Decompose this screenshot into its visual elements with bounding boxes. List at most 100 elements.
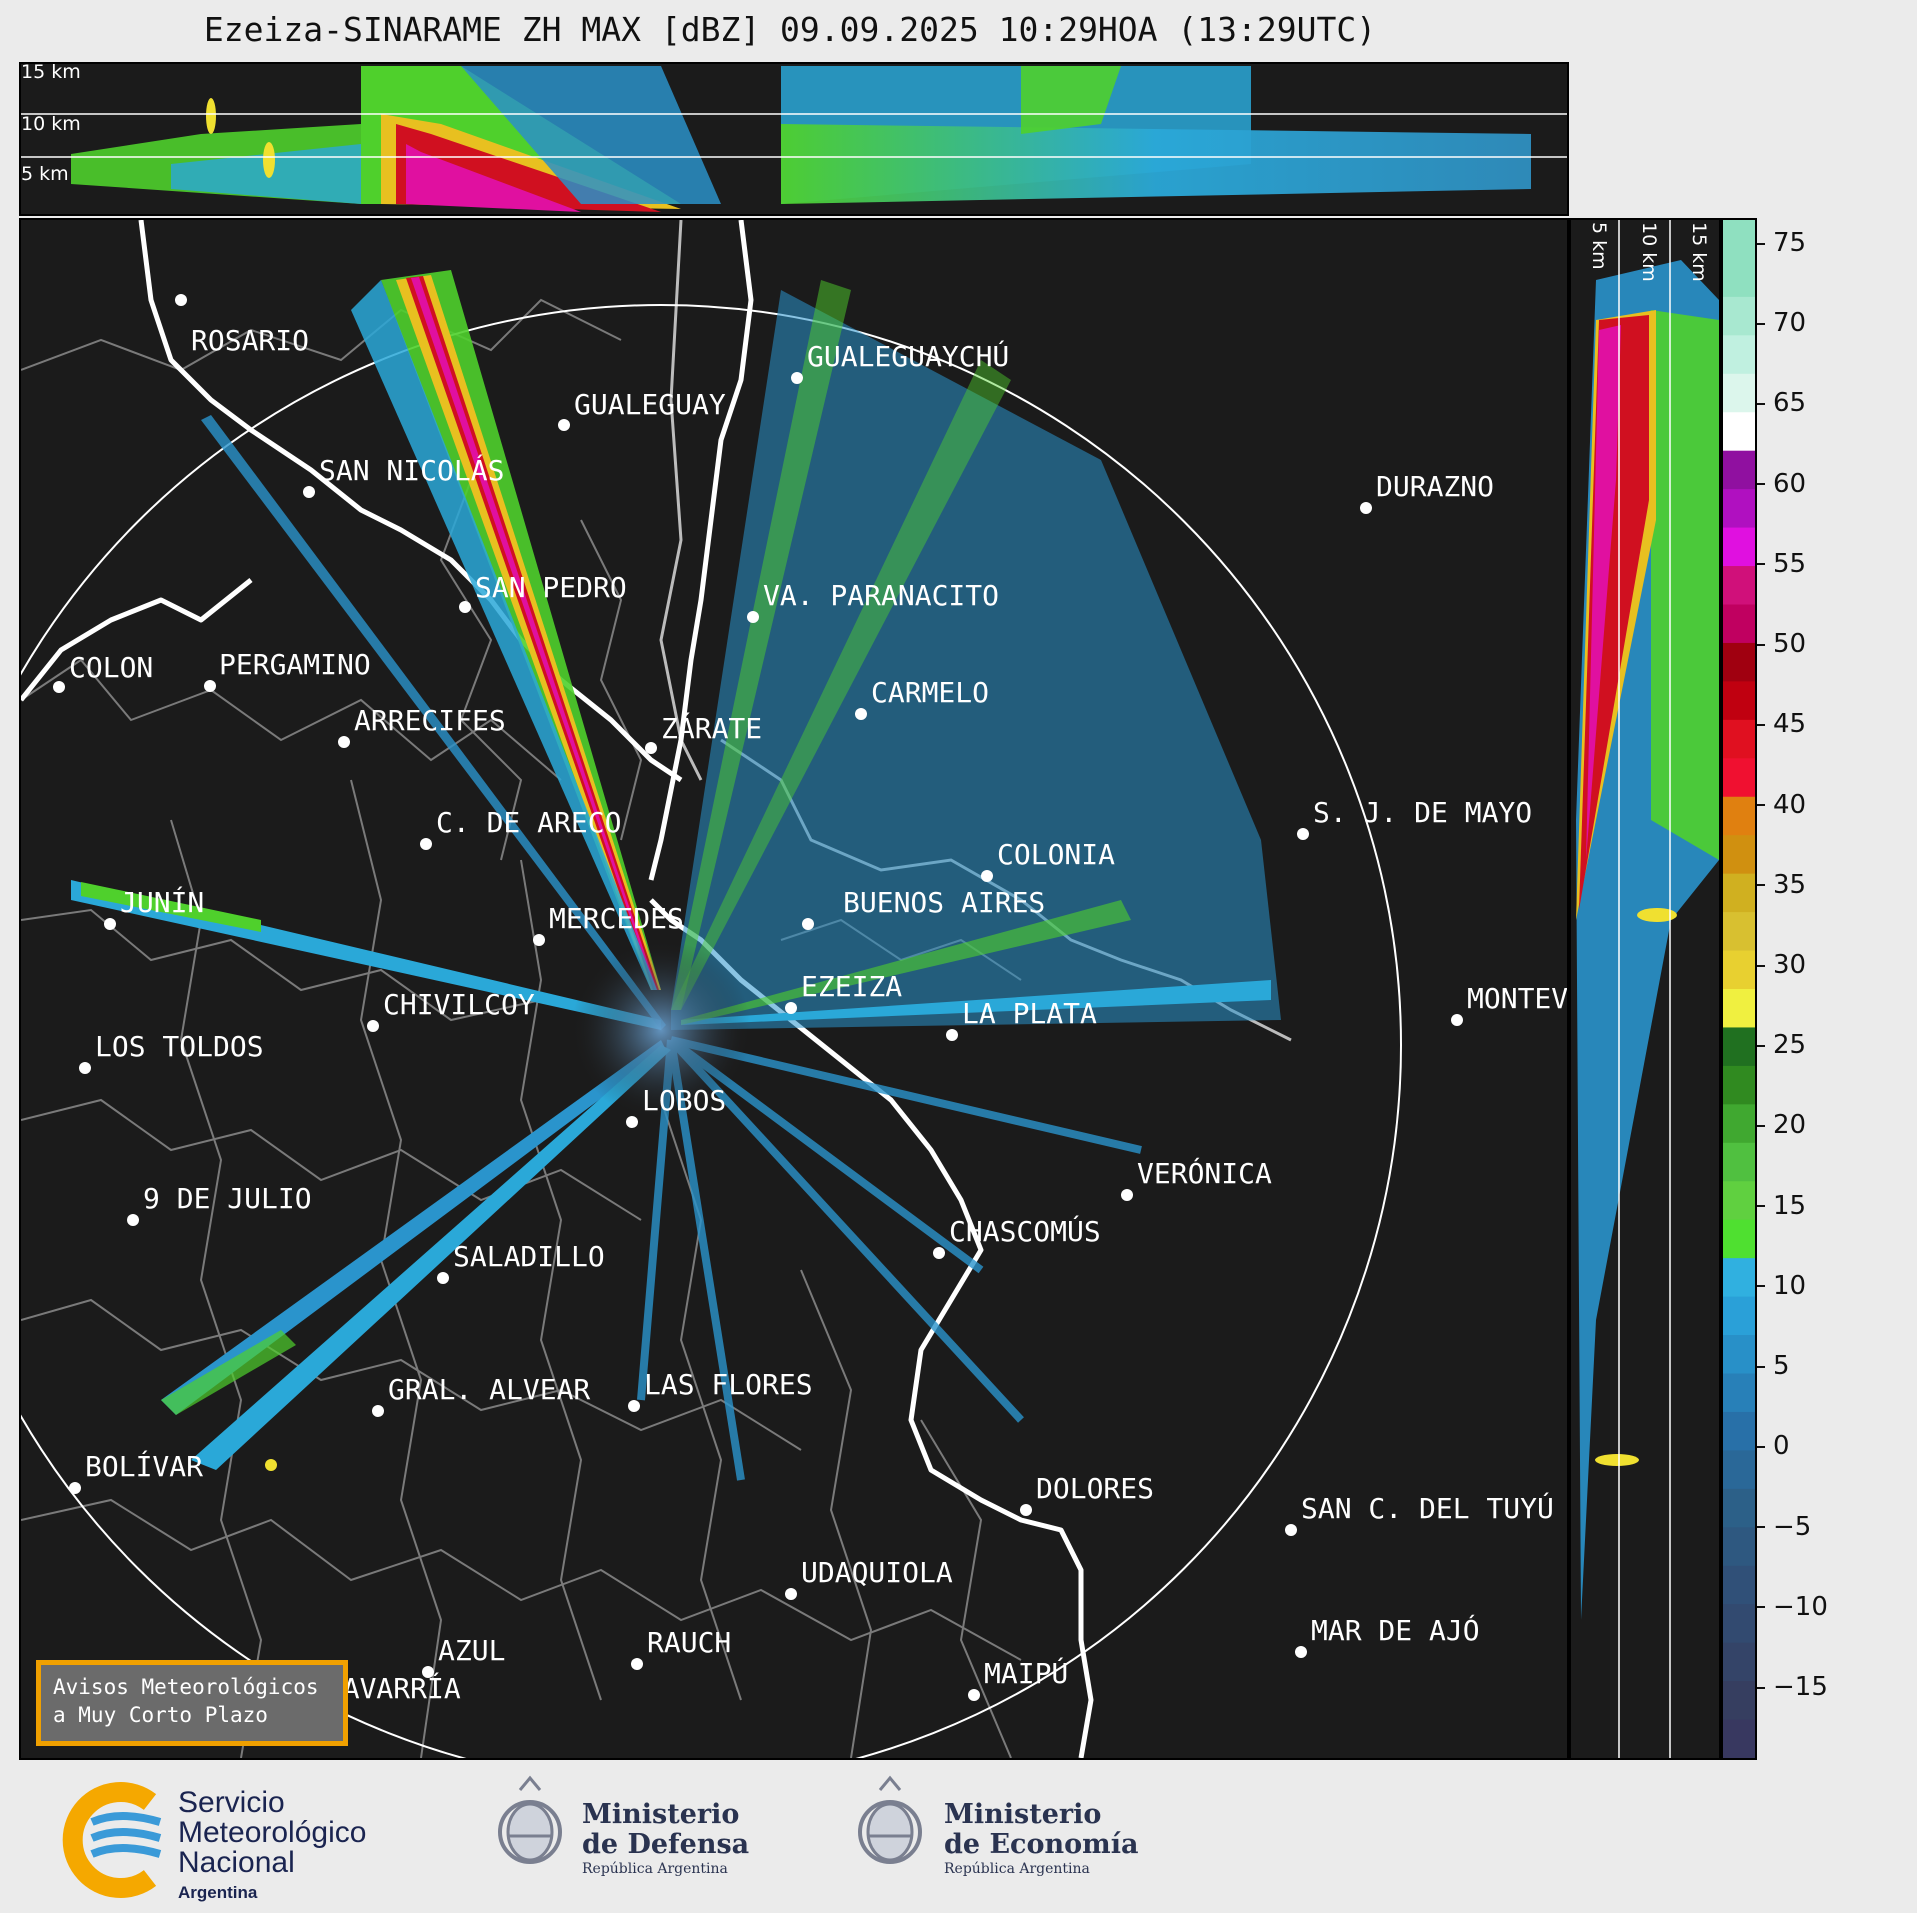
colorbar-segment [1723,527,1755,568]
colorbar-segment [1723,1373,1755,1413]
city-label: COLON [69,651,153,684]
echo-cell [263,142,275,178]
economia-line3: República Argentina [944,1861,1090,1877]
radar-map[interactable]: ROSARIO GUALEGUAYCHÚ GUALEGUAY SAN NICOL… [21,220,1567,1758]
colorbar-segment [1723,1219,1755,1260]
city-label: UDAQUIOLA [801,1556,953,1589]
height-label-10km: 10 km [21,113,81,135]
colorbar-segment [1723,258,1755,298]
city-label: VA. PARANACITO [763,579,999,612]
colorbar-segment [1723,758,1755,798]
colorbar-segment [1723,719,1755,760]
colorbar-segment [1723,912,1755,952]
colorbar-segment [1723,1027,1755,1067]
city-label: SAN PEDRO [475,571,627,604]
colorbar-segment [1723,1065,1755,1106]
city-label: VERÓNICA [1137,1156,1272,1190]
echo-mid-blue [461,66,721,204]
city-markers [53,294,1463,1716]
colorbar-tick-label: 70 [1757,308,1806,338]
colorbar-segment [1723,681,1755,721]
city-label: GUALEGUAY [574,388,726,421]
defensa-line1: Ministerio [582,1799,740,1830]
city-label: DURAZNO [1376,470,1494,503]
colorbar-segment [1723,373,1755,414]
city-label: LOS TOLDOS [95,1030,264,1063]
economia-line2: de Economía [944,1829,1139,1860]
city-label: COLONIA [997,838,1115,871]
city-label: LOBOS [642,1084,726,1117]
range-ring [21,304,1402,1758]
colorbar-tick-label: −15 [1757,1672,1828,1702]
city-label: MERCEDES [549,902,684,935]
footer [0,1762,1917,1909]
colorbar-segment [1723,296,1755,337]
footer-logos [62,1775,922,1898]
city-label: C. DE ARECO [436,806,621,839]
colorbar-segment [1723,1642,1755,1683]
economia-line1: Ministerio [944,1799,1102,1830]
avisos-button[interactable]: Avisos Meteorológicos a Muy Corto Plazo [36,1660,348,1746]
city-labels: ROSARIO GUALEGUAYCHÚ GUALEGUAY SAN NICOL… [69,324,1567,1705]
economia-shield-icon [858,1775,922,1864]
colorbar-segment [1723,450,1755,491]
city-label: CARMELO [871,676,989,709]
defensa-line3: República Argentina [582,1861,728,1877]
colorbar-segment [1723,604,1755,644]
echo-plume-magenta [406,144,581,212]
smn-line4: Argentina [178,1883,258,1902]
colorbar-tick-label: 25 [1757,1030,1806,1060]
colorbar-segment [1723,796,1755,837]
top-cross-section-panel: 15 km 10 km 5 km [19,61,1569,216]
colorbar-segment [1723,1142,1755,1183]
colorbar-segment [1723,1258,1755,1298]
dbz-colorbar-scale [1723,220,1755,1759]
colorbar-tick-label: 65 [1757,388,1806,418]
colorbar-tick-label: 35 [1757,870,1806,900]
side-cross-section-plot: 5 km 10 km 15 km [1576,220,1719,1758]
echo-beam-southwest [161,1040,671,1471]
smn-logo-icon [62,1782,162,1898]
colorbar-segment [1723,1104,1755,1144]
colorbar-tick-label: 55 [1757,549,1806,579]
city-label: ZÁRATE [661,711,762,745]
colorbar-segment [1723,950,1755,990]
radar-map-panel[interactable]: ROSARIO GUALEGUAYCHÚ GUALEGUAY SAN NICOL… [19,218,1569,1760]
city-label: EZEIZA [801,970,902,1003]
side-echo-green [1651,310,1719,860]
defensa-line2: de Defensa [582,1829,750,1860]
city-label: MAIPÚ [984,1656,1068,1690]
city-label: ARRECIFES [354,704,506,737]
city-label: CHIVILCOY [383,988,535,1021]
colorbar-tick-label: 5 [1757,1351,1790,1381]
echo-band-east-green [1021,66,1121,134]
colorbar-segment [1723,1527,1755,1567]
top-cross-section-plot: 15 km 10 km 5 km [21,61,1567,212]
side-cross-section-panel: 5 km 10 km 15 km [1569,218,1721,1760]
city-label: CHASCOMÚS [949,1214,1101,1248]
colorbar-segment [1723,873,1755,914]
echo-fan-northeast [671,280,1281,1030]
colorbar-segment [1723,989,1755,1029]
colorbar-tick-label: 30 [1757,950,1806,980]
avisos-line2: a Muy Corto Plazo [53,1703,268,1727]
smn-line2: Meteorológico [178,1816,367,1849]
colorbar-tick-label: 15 [1757,1191,1806,1221]
colorbar-segment [1723,335,1755,375]
colorbar-tick-label: 60 [1757,469,1806,499]
colorbar-tick-label: 0 [1757,1431,1790,1461]
colorbar-segment [1723,566,1755,606]
colorbar-segment [1723,1488,1755,1529]
echo-band-east [781,124,1531,204]
city-label: LAS FLORES [644,1368,813,1401]
colorbar-tick-label: 75 [1757,228,1806,258]
colorbar-tick-label: 20 [1757,1110,1806,1140]
city-label: 9 DE JULIO [143,1182,312,1215]
side-echo-cell [1637,908,1677,922]
colorbar-segment [1723,835,1755,875]
city-label: SAN C. DEL TUYÚ [1301,1491,1554,1525]
colorbar-segment [1723,1450,1755,1490]
smn-wordmark: Servicio Meteorológico Nacional Argentin… [178,1788,366,1908]
smn-line3: Nacional [178,1846,295,1879]
city-label: DOLORES [1036,1472,1154,1505]
